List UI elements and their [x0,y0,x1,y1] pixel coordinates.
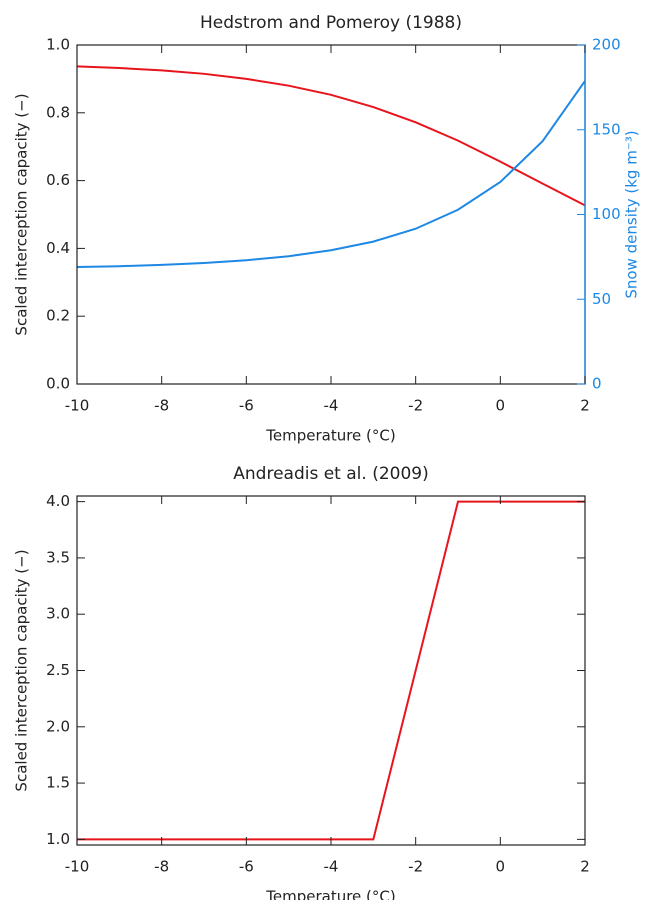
plot-frame [76,495,586,846]
y-tick-label: 0.6 [46,171,70,189]
chart-title: Hedstrom and Pomeroy (1988) [200,13,462,33]
x-tick-label: -8 [154,858,169,876]
data-line [76,65,586,207]
y2-tick-label: 50 [592,290,611,308]
y-tick-label: 2.5 [46,661,70,679]
y-tick-label: 2.0 [46,717,70,735]
y-tick-label: 0.2 [46,307,70,325]
y-tick-label: 1.0 [46,830,70,848]
y-tick-label: 4.0 [46,492,70,510]
x-tick-label: -8 [154,397,169,415]
y2-tick-label: 0 [592,375,602,393]
y-tick-label: 0.8 [46,103,70,121]
y-tick-label: 1.0 [46,36,70,54]
x-tick-label: -10 [65,858,90,876]
y2-axis-label: Snow density (kg m⁻³) [623,130,641,298]
x-tick-label: -6 [239,397,254,415]
x-axis-label: Temperature (°C) [265,888,395,900]
x-tick-label: 0 [496,858,506,876]
y-axis-label: Scaled interception capacity (−) [13,549,31,791]
x-tick-label: -10 [65,397,90,415]
y2-tick-label: 100 [592,205,621,223]
chart-title: Andreadis et al. (2009) [233,464,428,484]
y-tick-label: 0.4 [46,239,70,257]
y-tick-label: 0.0 [46,375,70,393]
x-tick-label: 2 [580,397,590,415]
x-tick-label: 2 [580,858,590,876]
y-axis-label: Scaled interception capacity (−) [13,93,31,335]
x-tick-label: -2 [408,858,423,876]
y-tick-label: 1.5 [46,774,70,792]
x-tick-label: -2 [408,397,423,415]
y-tick-label: 3.0 [46,605,70,623]
data-line [76,80,586,269]
y2-tick-label: 200 [592,36,621,54]
y-tick-label: 3.5 [46,548,70,566]
x-tick-label: -4 [324,858,339,876]
x-tick-label: -6 [239,858,254,876]
x-tick-label: -4 [324,397,339,415]
x-axis-label: Temperature (°C) [265,427,395,445]
data-line [77,500,585,841]
y2-tick-label: 150 [592,120,621,138]
x-tick-label: 0 [496,397,506,415]
